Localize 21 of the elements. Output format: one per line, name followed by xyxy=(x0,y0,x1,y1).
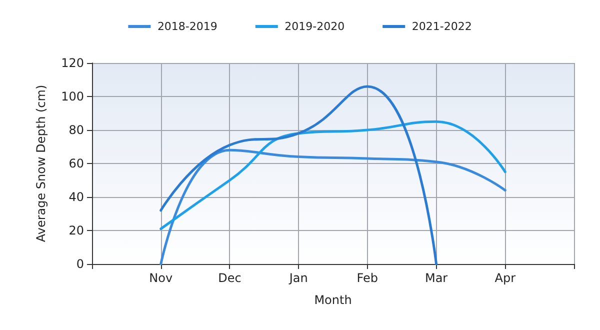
y-tick-label: 40 xyxy=(68,190,84,204)
legend-label: 2019-2020 xyxy=(284,20,345,33)
line-series xyxy=(160,148,506,266)
x-tick-label: Dec xyxy=(218,271,242,285)
line-series xyxy=(160,85,438,266)
y-tick-label: 80 xyxy=(68,123,84,137)
y-tick-label: 100 xyxy=(61,90,84,104)
y-tick-label: 0 xyxy=(76,257,84,271)
legend-label: 2021-2022 xyxy=(412,20,472,33)
x-tick-label: Feb xyxy=(356,271,378,285)
y-tick-label: 20 xyxy=(68,224,84,238)
x-tick-label: Apr xyxy=(494,271,516,285)
y-axis-title: Average Snow Depth (cm) xyxy=(34,84,48,242)
x-tick-label: Nov xyxy=(149,271,173,285)
line-series xyxy=(160,120,506,230)
legend-label: 2018-2019 xyxy=(157,20,218,33)
x-axis-title: Month xyxy=(314,293,352,307)
x-tick-label: Mar xyxy=(424,271,448,285)
x-tick-label: Jan xyxy=(288,271,308,285)
y-tick-label: 120 xyxy=(61,56,84,70)
y-tick-label: 60 xyxy=(68,156,84,170)
